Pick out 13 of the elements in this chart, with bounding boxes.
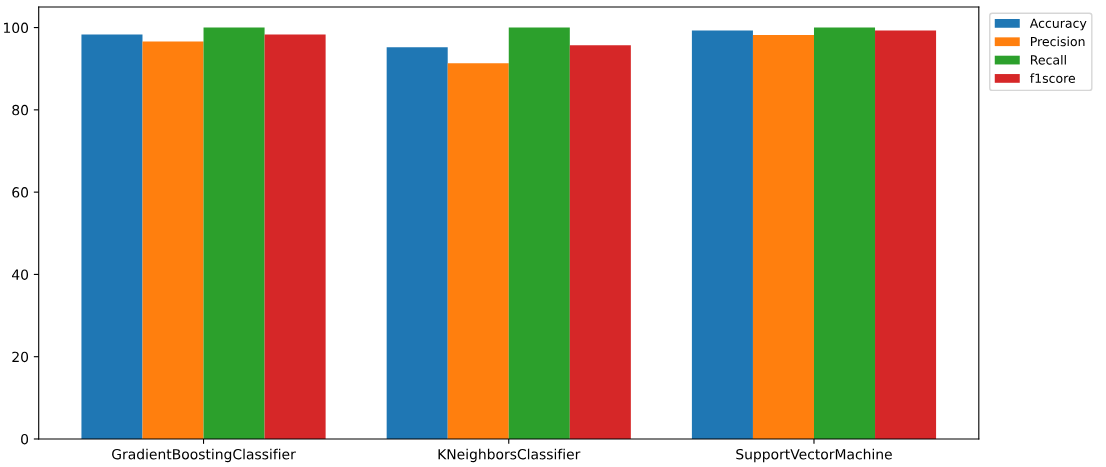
y-tick-label: 80 xyxy=(12,104,29,116)
legend-label: Accuracy xyxy=(1029,18,1087,31)
y-tick-label: 40 xyxy=(11,269,29,280)
y-tick-label: 100 xyxy=(4,22,29,34)
legend-label: Recall xyxy=(1030,54,1066,65)
x-tick-label: GradientBoostingClassifier xyxy=(112,448,296,463)
x-tick-label: KNeighborsClassifier xyxy=(438,448,581,463)
y-tick-label: 60 xyxy=(12,187,29,198)
legend-label: Precision xyxy=(1030,36,1085,47)
x-tick-label: SupportVectorMachine xyxy=(736,448,892,463)
y-tick-label: 0 xyxy=(21,433,29,445)
legend-label: f1score xyxy=(1030,73,1076,83)
y-tick-label: 20 xyxy=(12,351,29,363)
